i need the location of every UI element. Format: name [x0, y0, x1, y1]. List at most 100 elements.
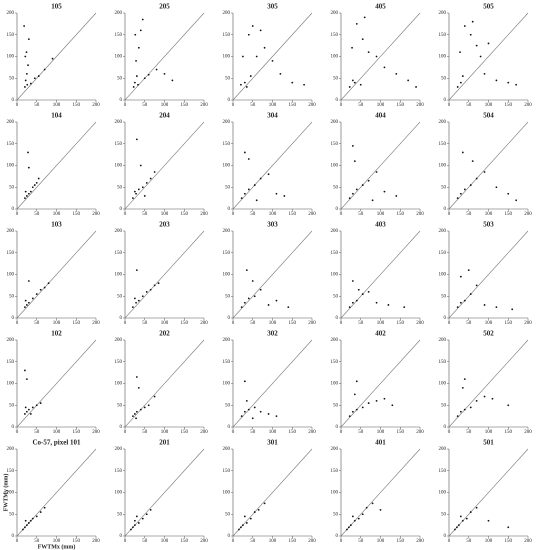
x-tick-label: 200 — [524, 103, 532, 108]
point — [415, 86, 417, 88]
x-tick-label: 100 — [53, 212, 61, 217]
y-tick-label: 50 — [333, 512, 339, 517]
point — [39, 511, 42, 513]
x-tick-label: 200 — [308, 430, 316, 435]
point — [243, 410, 246, 413]
chart-title: 505 — [483, 3, 494, 11]
x-tick-label: 0 — [124, 430, 127, 435]
point — [149, 509, 152, 511]
y-tick-label: 200 — [7, 120, 15, 125]
point — [283, 195, 286, 197]
y-tick-label: 200 — [331, 11, 339, 16]
point — [491, 397, 494, 400]
point — [133, 81, 136, 84]
x-tick-label: 100 — [485, 539, 493, 544]
x-tick-label: 0 — [16, 539, 19, 544]
point — [469, 511, 472, 513]
y-tick-label: 50 — [441, 185, 447, 190]
x-tick-label: 100 — [161, 430, 169, 435]
x-tick-label: 150 — [505, 212, 513, 217]
point — [153, 171, 156, 173]
x-tick-label: 150 — [397, 321, 405, 326]
x-tick-label: 0 — [448, 321, 451, 326]
x-tick-label: 50 — [250, 321, 256, 326]
point — [249, 75, 252, 77]
point — [25, 195, 28, 197]
point — [135, 269, 138, 272]
point — [147, 73, 150, 76]
point — [259, 29, 262, 32]
x-tick-label: 50 — [34, 539, 40, 544]
y-tick-label: 50 — [117, 185, 123, 190]
x-tick-label: 200 — [92, 430, 100, 435]
y-tick-label: 200 — [115, 11, 123, 16]
x-tick-label: 50 — [142, 321, 148, 326]
point — [353, 519, 356, 522]
x-tick-label: 150 — [505, 430, 513, 435]
reference-line — [232, 448, 313, 537]
point — [367, 179, 370, 182]
point — [24, 79, 27, 82]
y-tick-label: 0 — [228, 207, 231, 212]
x-tick-label: 150 — [181, 212, 189, 217]
point — [363, 16, 366, 19]
point — [371, 199, 374, 202]
point — [153, 284, 156, 287]
y-tick-label: 0 — [336, 98, 339, 103]
x-tick-label: 0 — [124, 212, 127, 217]
x-tick-label: 200 — [200, 539, 208, 544]
point — [43, 68, 46, 71]
point — [163, 73, 166, 75]
y-tick-label: 0 — [120, 534, 123, 539]
point — [141, 295, 144, 298]
point — [267, 304, 270, 306]
x-tick-label: 0 — [16, 212, 19, 217]
point — [31, 297, 34, 300]
point — [132, 86, 135, 88]
point — [143, 195, 146, 197]
x-tick-label: 150 — [397, 430, 405, 435]
x-tick-label: 100 — [377, 321, 385, 326]
y-tick-label: 200 — [115, 229, 123, 234]
point — [515, 199, 518, 202]
x-tick-label: 100 — [161, 103, 169, 108]
chart-title: 501 — [483, 439, 494, 447]
point — [355, 22, 358, 25]
x-tick-label: 100 — [485, 430, 493, 435]
point — [463, 408, 466, 411]
y-tick-label: 150 — [439, 251, 447, 256]
point — [471, 20, 474, 23]
point — [407, 79, 410, 82]
point — [24, 306, 26, 309]
x-tick-label: 100 — [269, 539, 277, 544]
point — [31, 517, 34, 520]
point — [134, 33, 137, 36]
chart-title: 303 — [267, 221, 278, 229]
y-tick-label: 200 — [223, 11, 231, 16]
point — [259, 410, 262, 413]
y-tick-label: 100 — [223, 164, 231, 169]
point — [257, 509, 260, 511]
y-tick-label: 100 — [115, 55, 123, 60]
point — [137, 386, 140, 389]
y-tick-label: 150 — [223, 251, 231, 256]
point — [359, 83, 362, 86]
point — [483, 304, 486, 306]
reference-line — [16, 12, 97, 101]
point — [454, 528, 456, 531]
point — [139, 408, 142, 411]
point — [353, 81, 356, 84]
x-tick-label: 150 — [289, 539, 297, 544]
y-tick-label: 0 — [336, 425, 339, 430]
point — [267, 413, 270, 415]
chart-title: 201 — [159, 439, 170, 447]
point — [243, 81, 246, 84]
point — [469, 33, 472, 36]
x-tick-label: 150 — [73, 430, 81, 435]
point — [367, 291, 370, 293]
x-tick-label: 200 — [416, 103, 424, 108]
point — [469, 184, 472, 186]
x-tick-label: 0 — [448, 212, 451, 217]
point — [255, 199, 258, 202]
point — [348, 415, 351, 418]
